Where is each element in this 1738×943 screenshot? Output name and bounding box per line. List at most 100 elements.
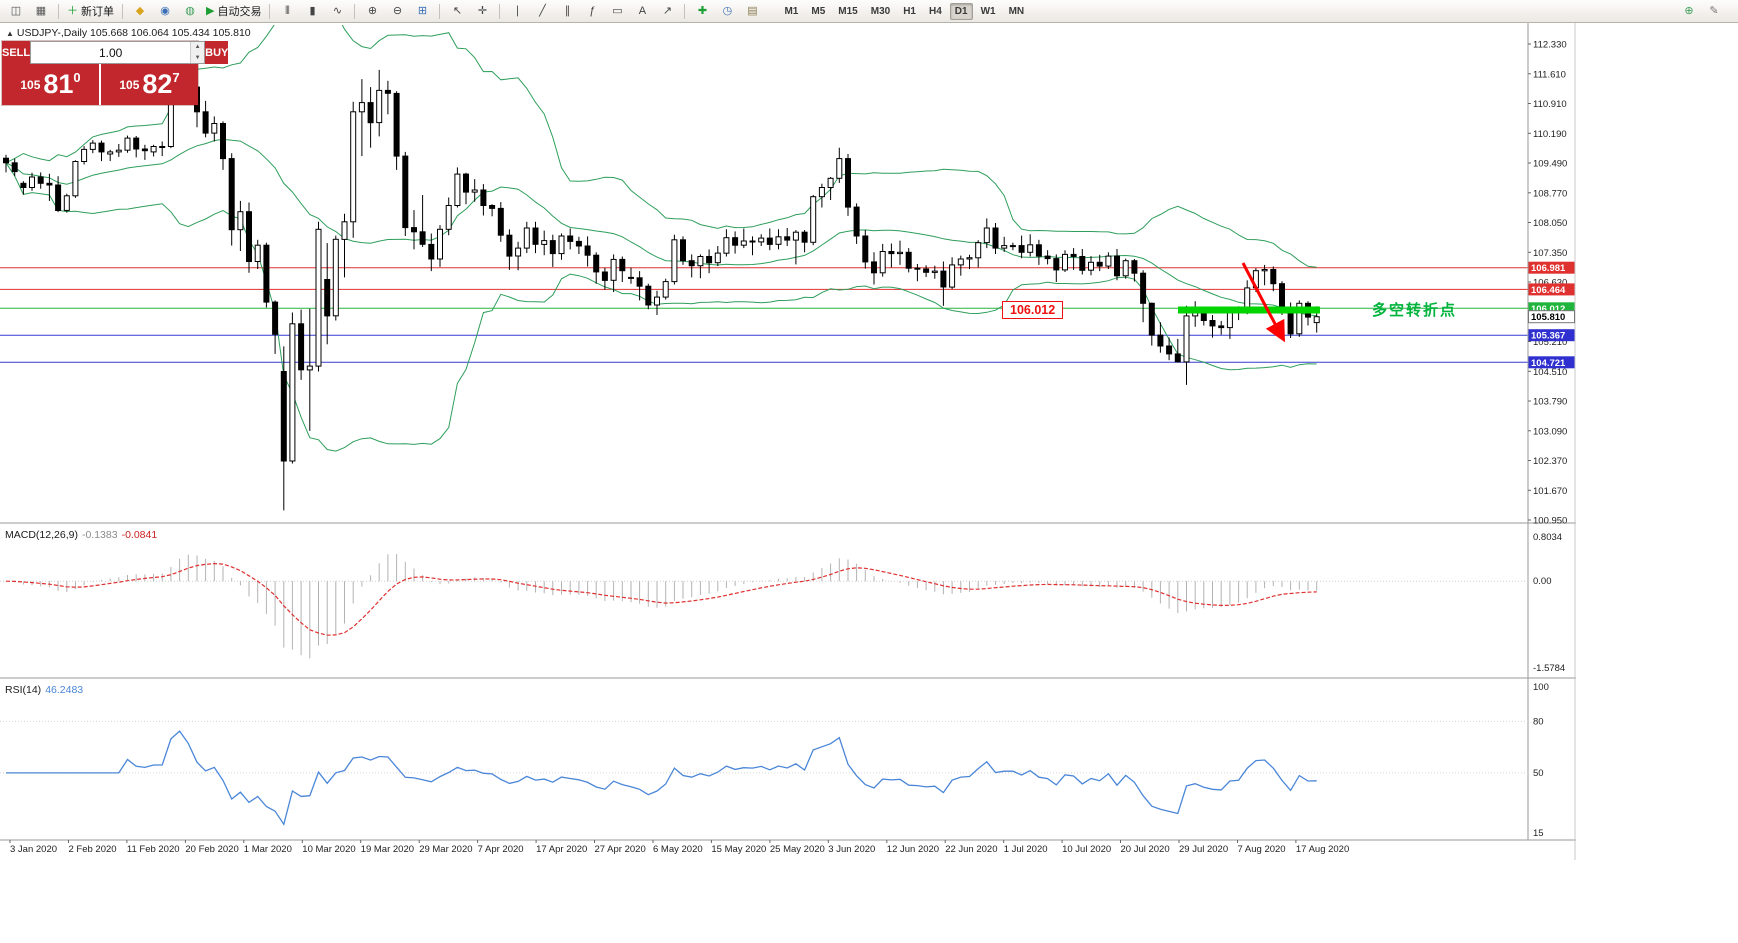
metaeditor-icon[interactable]: ◆	[128, 1, 152, 21]
price-axis-label: 109.490	[1533, 159, 1567, 170]
buy-price[interactable]: 105 82 7	[101, 64, 198, 105]
candle	[37, 172, 44, 189]
timeframe-h1[interactable]: H1	[903, 5, 916, 17]
candle	[246, 202, 252, 273]
vertical-line-icon[interactable]: ∣	[505, 1, 529, 21]
zoom-in-icon: ⊕	[367, 4, 378, 17]
candle	[1157, 322, 1164, 353]
candle	[471, 179, 478, 202]
candle	[1027, 234, 1034, 257]
zoom-out-icon[interactable]: ⊖	[385, 1, 409, 21]
collapse-icon[interactable]: ▲	[6, 29, 14, 38]
autotrading-button: ▶	[206, 4, 215, 17]
market-icon[interactable]: ◉	[153, 1, 177, 21]
cursor-icon[interactable]: ↖	[445, 1, 469, 21]
new-chart-icon[interactable]: ◫	[4, 1, 28, 21]
sell-price[interactable]: 105 81 0	[2, 64, 99, 105]
chart-canvas[interactable]: 112.330 111.610 110.910 110.190 109.490 108.7…	[0, 23, 1576, 860]
fibonacci-icon[interactable]: ƒ	[580, 1, 604, 21]
candle	[1183, 305, 1190, 385]
candle	[697, 254, 704, 279]
arrows-icon[interactable]: ↗	[655, 1, 679, 21]
timeframe-w1[interactable]: W1	[980, 5, 996, 17]
tile-windows-icon[interactable]: ⊞	[410, 1, 434, 21]
trendline-icon[interactable]: ╱	[530, 1, 554, 21]
autotrading-button[interactable]: ▶ 自动交易	[203, 1, 264, 21]
sell-button[interactable]: SELL	[2, 41, 31, 64]
crosshair-icon[interactable]: ✛	[470, 1, 494, 21]
candle	[1140, 270, 1147, 323]
community-icon[interactable]: ◍	[178, 1, 202, 21]
chart-profiles-icon: ▦	[35, 4, 47, 17]
chart-candles-icon[interactable]: ▮	[300, 1, 324, 21]
channel-icon[interactable]: ∥	[555, 1, 579, 21]
rsi-indicator-label: RSI(14) 46.2483	[5, 684, 83, 696]
time-axis-label: 3 Jan 2020	[10, 844, 57, 855]
timeframe-toolbar: M1 M5 M15 M30 H1 H4 D1 W1 MN	[778, 2, 1030, 20]
price-annotation-box: 106.012	[1002, 301, 1064, 319]
volume-input[interactable]	[31, 42, 191, 63]
candle	[949, 257, 956, 290]
price-tag	[1528, 310, 1575, 324]
candle	[601, 267, 608, 290]
candle	[1001, 236, 1008, 252]
time-axis-label: 20 Jul 2020	[1121, 844, 1170, 855]
candle	[654, 290, 660, 315]
candle	[515, 241, 522, 271]
candle	[228, 153, 235, 246]
price-axis-label: 100.950	[1533, 516, 1567, 527]
timeframe-m1[interactable]: M1	[784, 5, 799, 17]
tile-windows-icon: ⊞	[417, 4, 428, 17]
toolbar-separator	[58, 3, 59, 19]
candle	[575, 236, 582, 254]
candle	[1122, 258, 1129, 279]
candle	[923, 265, 930, 277]
candle	[523, 221, 530, 254]
search-icon[interactable]: ⊕	[1677, 1, 1701, 21]
zoom-in-icon[interactable]: ⊕	[360, 1, 384, 21]
timeframe-m5[interactable]: M5	[811, 5, 826, 17]
turning-point-label: 多空转折点	[1372, 302, 1458, 319]
chart-ohlc-line: ▲ USDJPY-,Daily 105.668 106.064 105.434 1…	[6, 27, 251, 39]
metaeditor-icon: ◆	[135, 4, 145, 17]
candle	[384, 80, 391, 115]
timeframe-m15[interactable]: M15	[838, 5, 858, 17]
rsi-scale-label: 80	[1533, 716, 1544, 727]
periods-icon[interactable]: ◷	[715, 1, 739, 21]
timeframe-h4[interactable]: H4	[928, 5, 942, 17]
templates-icon: ▤	[747, 4, 758, 17]
volume-up-button[interactable]: ▲	[191, 42, 205, 53]
candle	[1088, 256, 1094, 276]
candle	[428, 233, 435, 272]
candle	[1062, 250, 1068, 272]
crosshair-icon: ✛	[477, 4, 488, 17]
shapes-icon[interactable]: ▭	[605, 1, 629, 21]
price-tag-label: 104.721	[1531, 358, 1566, 369]
text-label-icon[interactable]: A	[630, 1, 654, 21]
candle	[975, 240, 982, 268]
time-axis-label: 7 Apr 2020	[478, 844, 524, 855]
timeframe-mn[interactable]: MN	[1008, 5, 1025, 17]
indicators-icon[interactable]: ✚	[690, 1, 714, 21]
ask-big-digits: 82	[142, 69, 173, 99]
candle	[628, 267, 634, 284]
symbol-ohlc-text: USDJPY-,Daily 105.668 106.064 105.434 10…	[16, 27, 251, 39]
candle	[1131, 259, 1138, 282]
candle	[766, 228, 773, 251]
chart-line-icon[interactable]: ∿	[325, 1, 349, 21]
chart-profiles-icon[interactable]: ▦	[29, 1, 53, 21]
candle	[1296, 300, 1303, 337]
candle	[63, 193, 70, 213]
edit-icon[interactable]: ✎	[1702, 1, 1726, 21]
volume-down-button[interactable]: ▼	[191, 52, 205, 63]
price-tag	[1528, 283, 1575, 296]
new-order-button[interactable]: ＋新订单	[64, 1, 117, 21]
chart-bars-icon[interactable]: ⫴	[275, 1, 299, 21]
buy-button[interactable]: BUY	[205, 41, 229, 64]
chart-line-icon: ∿	[332, 4, 343, 17]
timeframe-d1[interactable]: D1	[949, 2, 973, 20]
candle	[306, 308, 313, 431]
templates-icon[interactable]: ▤	[740, 1, 764, 21]
candle	[1148, 302, 1155, 346]
timeframe-m30[interactable]: M30	[870, 5, 891, 17]
